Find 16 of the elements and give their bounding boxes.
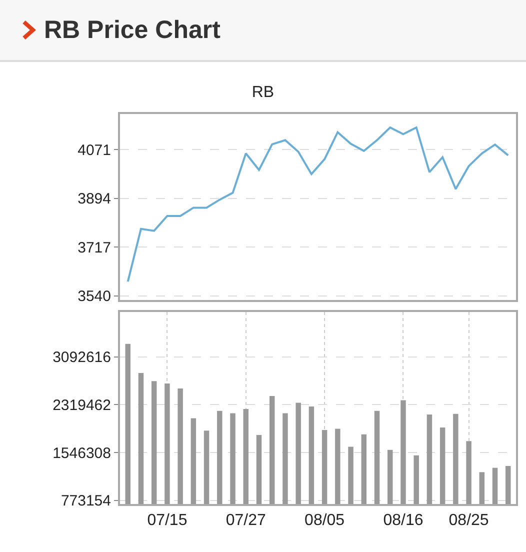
chart-subtitle: RB — [250, 84, 276, 103]
x-tick-label: 07/15 — [147, 512, 188, 530]
y-tick-label: 3717 — [78, 239, 111, 256]
x-tick-label: 08/25 — [448, 512, 489, 530]
y-tick-label: 3540 — [78, 288, 111, 306]
chart-title: RB Price Chart — [44, 16, 220, 44]
y-tick-label: 1546308 — [52, 444, 111, 462]
y-tick-label: 2319462 — [52, 396, 111, 414]
x-tick-label: 08/16 — [383, 512, 424, 530]
y-tick-label: 3092616 — [52, 349, 111, 366]
y-tick-label: 4071 — [78, 142, 111, 159]
y-tick-label: 773154 — [60, 492, 111, 510]
x-tick-label: 07/27 — [226, 512, 266, 530]
line-series — [126, 126, 510, 283]
x-tick-label: 08/05 — [304, 512, 345, 530]
y-tick-label: 3894 — [78, 190, 111, 208]
